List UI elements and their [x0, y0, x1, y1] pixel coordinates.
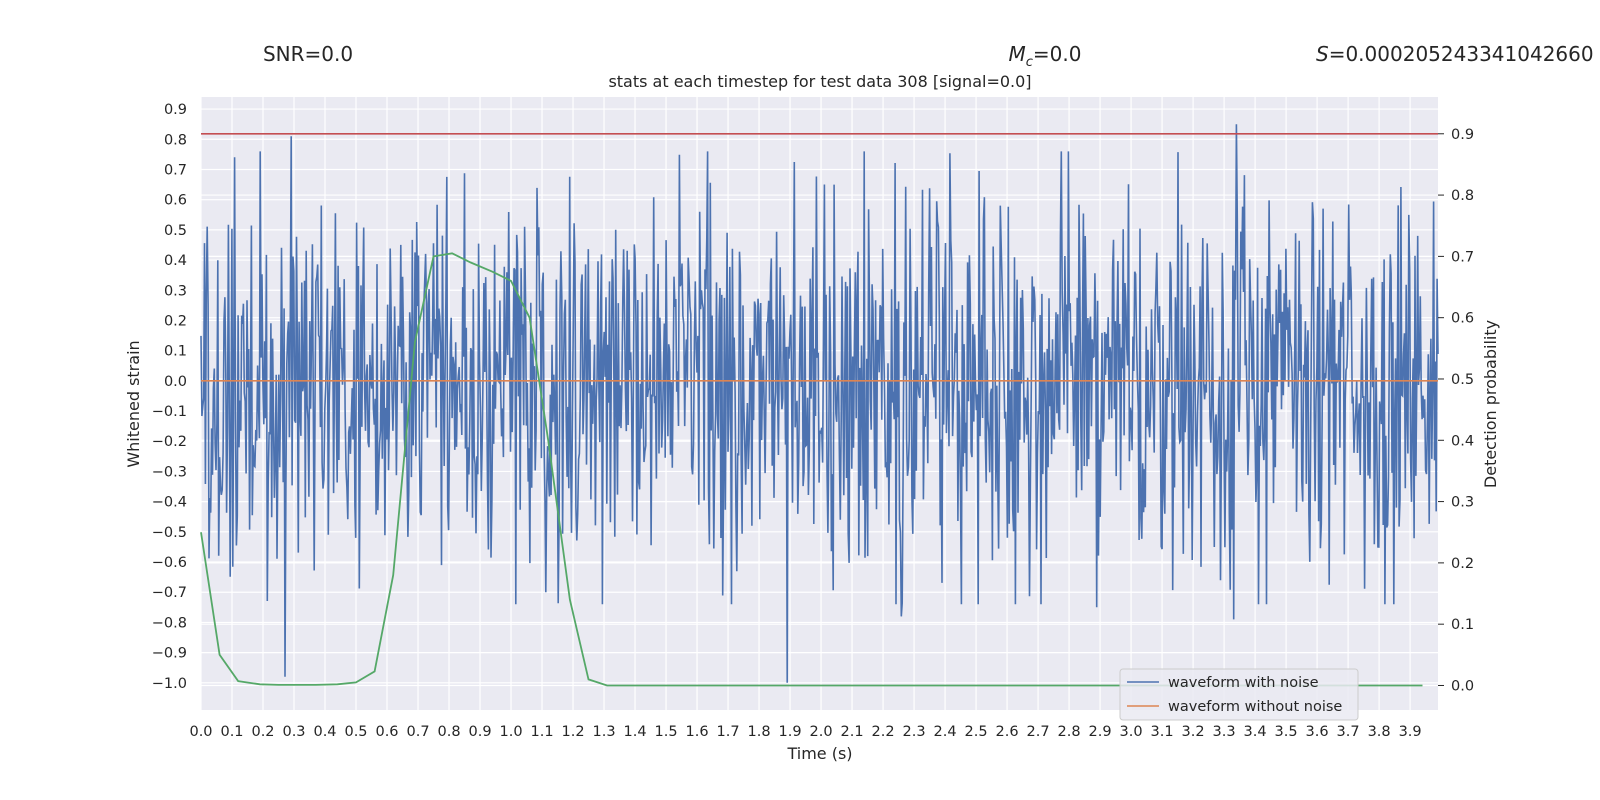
- y-left-tick-label: −0.4: [152, 495, 187, 511]
- x-tick-label: 0.9: [468, 724, 491, 740]
- x-tick-label: 0.2: [251, 724, 274, 740]
- y-left-tick-label: −0.1: [152, 404, 187, 420]
- y-left-tick-label: 0.9: [164, 102, 187, 118]
- chirp-mass-value: =0.0: [1033, 42, 1082, 66]
- x-tick-label: 2.2: [872, 724, 895, 740]
- series-waveform-with-noise: [200, 124, 1439, 683]
- x-axis-ticks: 0.0 0.1 0.2 0.3 0.4 0.5 0.6 0.7 0.8 0.9 1.0 1.1 1.2 1…: [189, 724, 1421, 740]
- y-left-tick-label: −0.5: [152, 525, 187, 541]
- x-tick-label: 3.6: [1306, 724, 1329, 740]
- x-tick-label: 0.0: [189, 724, 212, 740]
- x-tick-label: 1.2: [561, 724, 584, 740]
- y-axis-right-label: Detection probability: [1481, 320, 1500, 488]
- chirp-mass-label: Mc=0.0: [1009, 42, 1082, 70]
- y-left-tick-label: 0.1: [164, 344, 187, 360]
- x-tick-label: 0.3: [282, 724, 305, 740]
- x-tick-label: 1.8: [748, 724, 771, 740]
- x-tick-label: 3.7: [1337, 724, 1360, 740]
- x-tick-label: 1.3: [593, 724, 616, 740]
- chirp-mass-subscript: c: [1026, 55, 1033, 70]
- y-right-tick-label: 0.8: [1451, 188, 1474, 204]
- y-right-tick-label: 0.2: [1451, 556, 1474, 572]
- y-right-tick-label: 0.7: [1451, 249, 1474, 265]
- x-tick-label: 3.8: [1368, 724, 1391, 740]
- s-stat-label: S=0.000205243341042660: [1316, 42, 1594, 66]
- y-right-tick-label: 0.0: [1451, 678, 1474, 694]
- x-tick-label: 1.4: [624, 724, 647, 740]
- x-tick-label: 2.0: [810, 724, 833, 740]
- legend-box: [1119, 668, 1359, 721]
- x-tick-label: 1.6: [686, 724, 709, 740]
- y-right-tick-label: 0.1: [1451, 617, 1474, 633]
- x-tick-label: 2.5: [965, 724, 988, 740]
- y-left-tick-label: 0.2: [164, 313, 187, 329]
- x-tick-label: 2.3: [903, 724, 926, 740]
- x-tick-label: 3.5: [1275, 724, 1298, 740]
- x-tick-label: 0.1: [220, 724, 243, 740]
- x-tick-label: 3.9: [1399, 724, 1422, 740]
- y-left-tick-label: −0.8: [152, 615, 187, 631]
- x-axis-label: Time (s): [786, 744, 852, 763]
- y-left-tick-label: 0.4: [164, 253, 187, 269]
- y-left-tick-label: 0.8: [164, 132, 187, 148]
- y-left-tick-label: −0.9: [152, 646, 187, 662]
- x-tick-label: 3.4: [1244, 724, 1267, 740]
- x-tick-label: 3.3: [1213, 724, 1236, 740]
- x-tick-label: 2.1: [841, 724, 864, 740]
- x-tick-label: 1.7: [717, 724, 740, 740]
- y-right-tick-label: 0.3: [1451, 495, 1474, 511]
- y-left-tick-label: −0.3: [152, 464, 187, 480]
- legend-label-clean: waveform without noise: [1168, 699, 1342, 715]
- series-detection-probability: [200, 252, 1423, 687]
- y-left-tick-label: 0.6: [164, 193, 187, 209]
- x-tick-label: 0.8: [437, 724, 460, 740]
- y-left-tick-label: −0.7: [152, 585, 187, 601]
- y-right-tick-label: 0.9: [1451, 127, 1474, 143]
- x-tick-label: 1.0: [499, 724, 522, 740]
- y-axis-left-ticks: 0.9 0.8 0.7 0.6 0.5 0.4 0.3 0.2 0.1 0.0 −0.1 −0.2 −0…: [152, 102, 187, 692]
- y-axis-left-label: Whitened strain: [124, 340, 143, 467]
- x-tick-label: 1.9: [779, 724, 802, 740]
- y-left-tick-label: −0.6: [152, 555, 187, 571]
- y-right-tick-label: 0.6: [1451, 311, 1474, 327]
- chart-title: stats at each timestep for test data 308…: [608, 72, 1031, 91]
- series-layer: [200, 124, 1439, 687]
- x-tick-label: 3.2: [1182, 724, 1205, 740]
- y-left-tick-label: 0.7: [164, 162, 187, 178]
- x-tick-label: 3.0: [1120, 724, 1143, 740]
- x-tick-label: 2.9: [1089, 724, 1112, 740]
- legend: waveform with noise waveform without noi…: [1119, 668, 1359, 721]
- chirp-mass-symbol: M: [1009, 42, 1026, 66]
- x-tick-label: 2.7: [1027, 724, 1050, 740]
- legend-label-noise: waveform with noise: [1168, 675, 1319, 691]
- y-left-tick-label: 0.5: [164, 223, 187, 239]
- y-left-tick-label: −0.2: [152, 434, 187, 450]
- x-tick-label: 2.4: [934, 724, 957, 740]
- x-tick-label: 2.8: [1058, 724, 1081, 740]
- x-tick-label: 0.6: [375, 724, 398, 740]
- s-stat-value: =0.000205243341042660: [1329, 42, 1594, 66]
- y-right-tick-label: 0.5: [1451, 372, 1474, 388]
- y-right-tick-label: 0.4: [1451, 433, 1474, 449]
- x-tick-label: 1.1: [530, 724, 553, 740]
- y-left-tick-label: 0.3: [164, 283, 187, 299]
- x-tick-label: 1.5: [655, 724, 678, 740]
- x-tick-label: 3.1: [1151, 724, 1174, 740]
- x-tick-label: 0.7: [406, 724, 429, 740]
- y-axis-right-ticks: 0.9 0.8 0.7 0.6 0.5 0.4 0.3 0.2 0.1 0.0: [1438, 127, 1474, 694]
- x-tick-label: 0.4: [313, 724, 336, 740]
- x-tick-label: 0.5: [344, 724, 367, 740]
- s-stat-symbol: S: [1316, 42, 1329, 66]
- y-left-tick-label: 0.0: [164, 374, 187, 390]
- x-tick-label: 2.6: [996, 724, 1019, 740]
- y-left-tick-label: −1.0: [152, 676, 187, 692]
- snr-label: SNR=0.0: [263, 42, 353, 66]
